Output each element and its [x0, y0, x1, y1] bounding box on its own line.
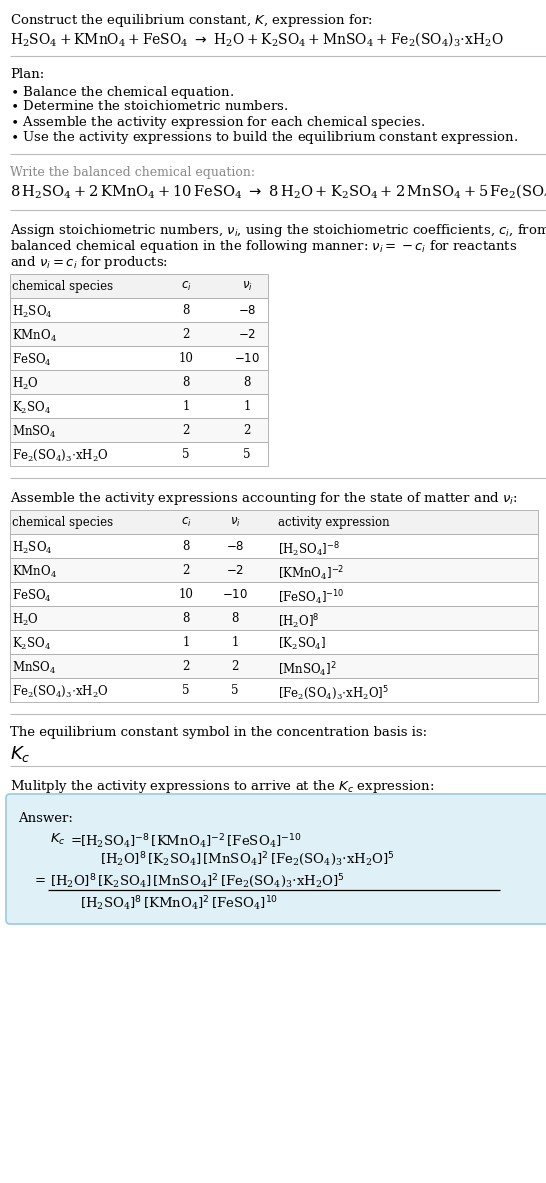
Text: Assign stoichiometric numbers, $\nu_i$, using the stoichiometric coefficients, $: Assign stoichiometric numbers, $\nu_i$, … — [10, 222, 546, 239]
Text: 5: 5 — [244, 448, 251, 461]
Text: $\mathregular{K_2SO_4}$: $\mathregular{K_2SO_4}$ — [12, 636, 51, 652]
Text: $-10$: $-10$ — [222, 588, 248, 601]
Text: 1: 1 — [244, 400, 251, 413]
Text: $\mathregular{MnSO_4}$: $\mathregular{MnSO_4}$ — [12, 660, 56, 677]
Text: 8: 8 — [232, 612, 239, 625]
Text: 2: 2 — [182, 328, 189, 341]
Text: $[\mathregular{H_2O}]^{8}\,[\mathregular{K_2SO_4}]\,[\mathregular{MnSO_4}]^{2}\,: $[\mathregular{H_2O}]^{8}\,[\mathregular… — [100, 851, 395, 868]
Text: $\mathregular{FeSO_4}$: $\mathregular{FeSO_4}$ — [12, 353, 52, 368]
Text: 2: 2 — [182, 424, 189, 437]
Text: $\bullet$ Assemble the activity expression for each chemical species.: $\bullet$ Assemble the activity expressi… — [10, 114, 425, 131]
Text: $[\mathregular{H_2SO_4}]^{-8}$: $[\mathregular{H_2SO_4}]^{-8}$ — [278, 539, 340, 558]
Bar — [10, 394, 268, 418]
Text: 8: 8 — [182, 304, 189, 317]
Text: $\bullet$ Determine the stoichiometric numbers.: $\bullet$ Determine the stoichiometric n… — [10, 99, 288, 114]
Text: 1: 1 — [182, 636, 189, 649]
Text: $\mathregular{H_2O}$: $\mathregular{H_2O}$ — [12, 376, 39, 392]
Text: $\mathregular{MnSO_4}$: $\mathregular{MnSO_4}$ — [12, 424, 56, 440]
Text: $c_i$: $c_i$ — [181, 280, 191, 293]
Text: chemical species: chemical species — [12, 280, 113, 293]
Text: activity expression: activity expression — [278, 516, 390, 529]
Bar — [10, 678, 538, 702]
Text: 2: 2 — [244, 424, 251, 437]
Text: Assemble the activity expressions accounting for the state of matter and $\nu_i$: Assemble the activity expressions accoun… — [10, 490, 518, 508]
Text: $K_c$: $K_c$ — [10, 744, 31, 764]
Text: 8: 8 — [182, 539, 189, 552]
Text: $=$: $=$ — [68, 832, 82, 845]
Text: and $\nu_i = c_i$ for products:: and $\nu_i = c_i$ for products: — [10, 254, 168, 271]
Text: Mulitply the activity expressions to arrive at the $K_c$ expression:: Mulitply the activity expressions to arr… — [10, 778, 434, 795]
Text: 5: 5 — [182, 684, 190, 697]
Text: balanced chemical equation in the following manner: $\nu_i = -c_i$ for reactants: balanced chemical equation in the follow… — [10, 238, 517, 256]
Text: Plan:: Plan: — [10, 67, 44, 80]
Text: $[\mathregular{H_2SO_4}]^{-8}\,[\mathregular{KMnO_4}]^{-2}\,[\mathregular{FeSO_4: $[\mathregular{H_2SO_4}]^{-8}\,[\mathreg… — [80, 832, 301, 851]
Text: 2: 2 — [232, 660, 239, 673]
Text: 10: 10 — [179, 353, 193, 366]
Text: 8: 8 — [182, 612, 189, 625]
Bar — [10, 345, 268, 370]
Bar — [10, 442, 268, 466]
Bar — [10, 654, 538, 678]
FancyBboxPatch shape — [6, 794, 546, 924]
Text: $\mathregular{K_2SO_4}$: $\mathregular{K_2SO_4}$ — [12, 400, 51, 416]
Bar — [10, 370, 268, 394]
Text: $[\mathregular{H_2O}]^{8}\,[\mathregular{K_2SO_4}]\,[\mathregular{MnSO_4}]^{2}\,: $[\mathregular{H_2O}]^{8}\,[\mathregular… — [50, 872, 345, 890]
Text: $[\mathregular{MnSO_4}]^{2}$: $[\mathregular{MnSO_4}]^{2}$ — [278, 660, 337, 679]
Text: $[\mathregular{KMnO_4}]^{-2}$: $[\mathregular{KMnO_4}]^{-2}$ — [278, 564, 345, 583]
Text: $=$: $=$ — [32, 872, 46, 885]
Text: 1: 1 — [182, 400, 189, 413]
Text: $\nu_i$: $\nu_i$ — [241, 280, 252, 293]
Text: 10: 10 — [179, 588, 193, 601]
Bar — [10, 418, 268, 442]
Text: 2: 2 — [182, 564, 189, 577]
Text: $\mathregular{H_2SO_4 + KMnO_4 + FeSO_4}$ $\rightarrow$ $\mathregular{H_2O + K_2: $\mathregular{H_2SO_4 + KMnO_4 + FeSO_4}… — [10, 30, 504, 47]
Text: $\mathregular{8\,H_2SO_4 + 2\,KMnO_4 + 10\,FeSO_4}$ $\rightarrow$ $\mathregular{: $\mathregular{8\,H_2SO_4 + 2\,KMnO_4 + 1… — [10, 182, 546, 200]
Text: $-8$: $-8$ — [226, 539, 244, 552]
Text: $\mathregular{Fe_2(SO_4)_3{\cdot}xH_2O}$: $\mathregular{Fe_2(SO_4)_3{\cdot}xH_2O}$ — [12, 684, 109, 699]
Text: $[\mathregular{H_2O}]^{8}$: $[\mathregular{H_2O}]^{8}$ — [278, 612, 319, 631]
Text: 1: 1 — [232, 636, 239, 649]
Text: $\nu_i$: $\nu_i$ — [230, 516, 240, 529]
Bar — [10, 274, 268, 298]
Text: 8: 8 — [182, 376, 189, 389]
Bar — [10, 510, 538, 534]
Bar — [10, 534, 538, 558]
Text: $\mathregular{KMnO_4}$: $\mathregular{KMnO_4}$ — [12, 564, 57, 580]
Text: Construct the equilibrium constant, $K$, expression for:: Construct the equilibrium constant, $K$,… — [10, 12, 373, 30]
Text: $\mathregular{H_2SO_4}$: $\mathregular{H_2SO_4}$ — [12, 304, 52, 321]
Bar — [10, 558, 538, 582]
Text: $K_c$: $K_c$ — [50, 832, 66, 847]
Bar — [10, 631, 538, 654]
Bar — [10, 582, 538, 606]
Text: $\mathregular{H_2SO_4}$: $\mathregular{H_2SO_4}$ — [12, 539, 52, 556]
Text: The equilibrium constant symbol in the concentration basis is:: The equilibrium constant symbol in the c… — [10, 726, 427, 739]
Text: $[\mathregular{FeSO_4}]^{-10}$: $[\mathregular{FeSO_4}]^{-10}$ — [278, 588, 345, 607]
Text: $[\mathregular{Fe_2(SO_4)_3{\cdot}xH_2O}]^{5}$: $[\mathregular{Fe_2(SO_4)_3{\cdot}xH_2O}… — [278, 684, 389, 702]
Text: $\bullet$ Use the activity expressions to build the equilibrium constant express: $\bullet$ Use the activity expressions t… — [10, 129, 518, 146]
Text: $[\mathregular{H_2SO_4}]^{8}\,[\mathregular{KMnO_4}]^{2}\,[\mathregular{FeSO_4}]: $[\mathregular{H_2SO_4}]^{8}\,[\mathregu… — [80, 894, 278, 913]
Text: $\mathregular{H_2O}$: $\mathregular{H_2O}$ — [12, 612, 39, 628]
Text: $\bullet$ Balance the chemical equation.: $\bullet$ Balance the chemical equation. — [10, 84, 234, 101]
Text: 5: 5 — [182, 448, 190, 461]
Text: $-10$: $-10$ — [234, 353, 260, 366]
Text: 8: 8 — [244, 376, 251, 389]
Bar — [10, 606, 538, 631]
Text: chemical species: chemical species — [12, 516, 113, 529]
Bar — [10, 322, 268, 345]
Text: Answer:: Answer: — [18, 812, 73, 825]
Text: 2: 2 — [182, 660, 189, 673]
Text: $\mathregular{FeSO_4}$: $\mathregular{FeSO_4}$ — [12, 588, 52, 605]
Text: $[\mathregular{K_2SO_4}]$: $[\mathregular{K_2SO_4}]$ — [278, 636, 326, 652]
Text: 5: 5 — [232, 684, 239, 697]
Text: $\mathregular{Fe_2(SO_4)_3{\cdot}xH_2O}$: $\mathregular{Fe_2(SO_4)_3{\cdot}xH_2O}$ — [12, 448, 109, 464]
Bar — [10, 298, 268, 322]
Text: $-2$: $-2$ — [238, 328, 256, 341]
Text: $-2$: $-2$ — [226, 564, 244, 577]
Text: $\mathregular{KMnO_4}$: $\mathregular{KMnO_4}$ — [12, 328, 57, 344]
Text: $c_i$: $c_i$ — [181, 516, 191, 529]
Text: $-8$: $-8$ — [238, 304, 256, 317]
Text: Write the balanced chemical equation:: Write the balanced chemical equation: — [10, 166, 255, 179]
